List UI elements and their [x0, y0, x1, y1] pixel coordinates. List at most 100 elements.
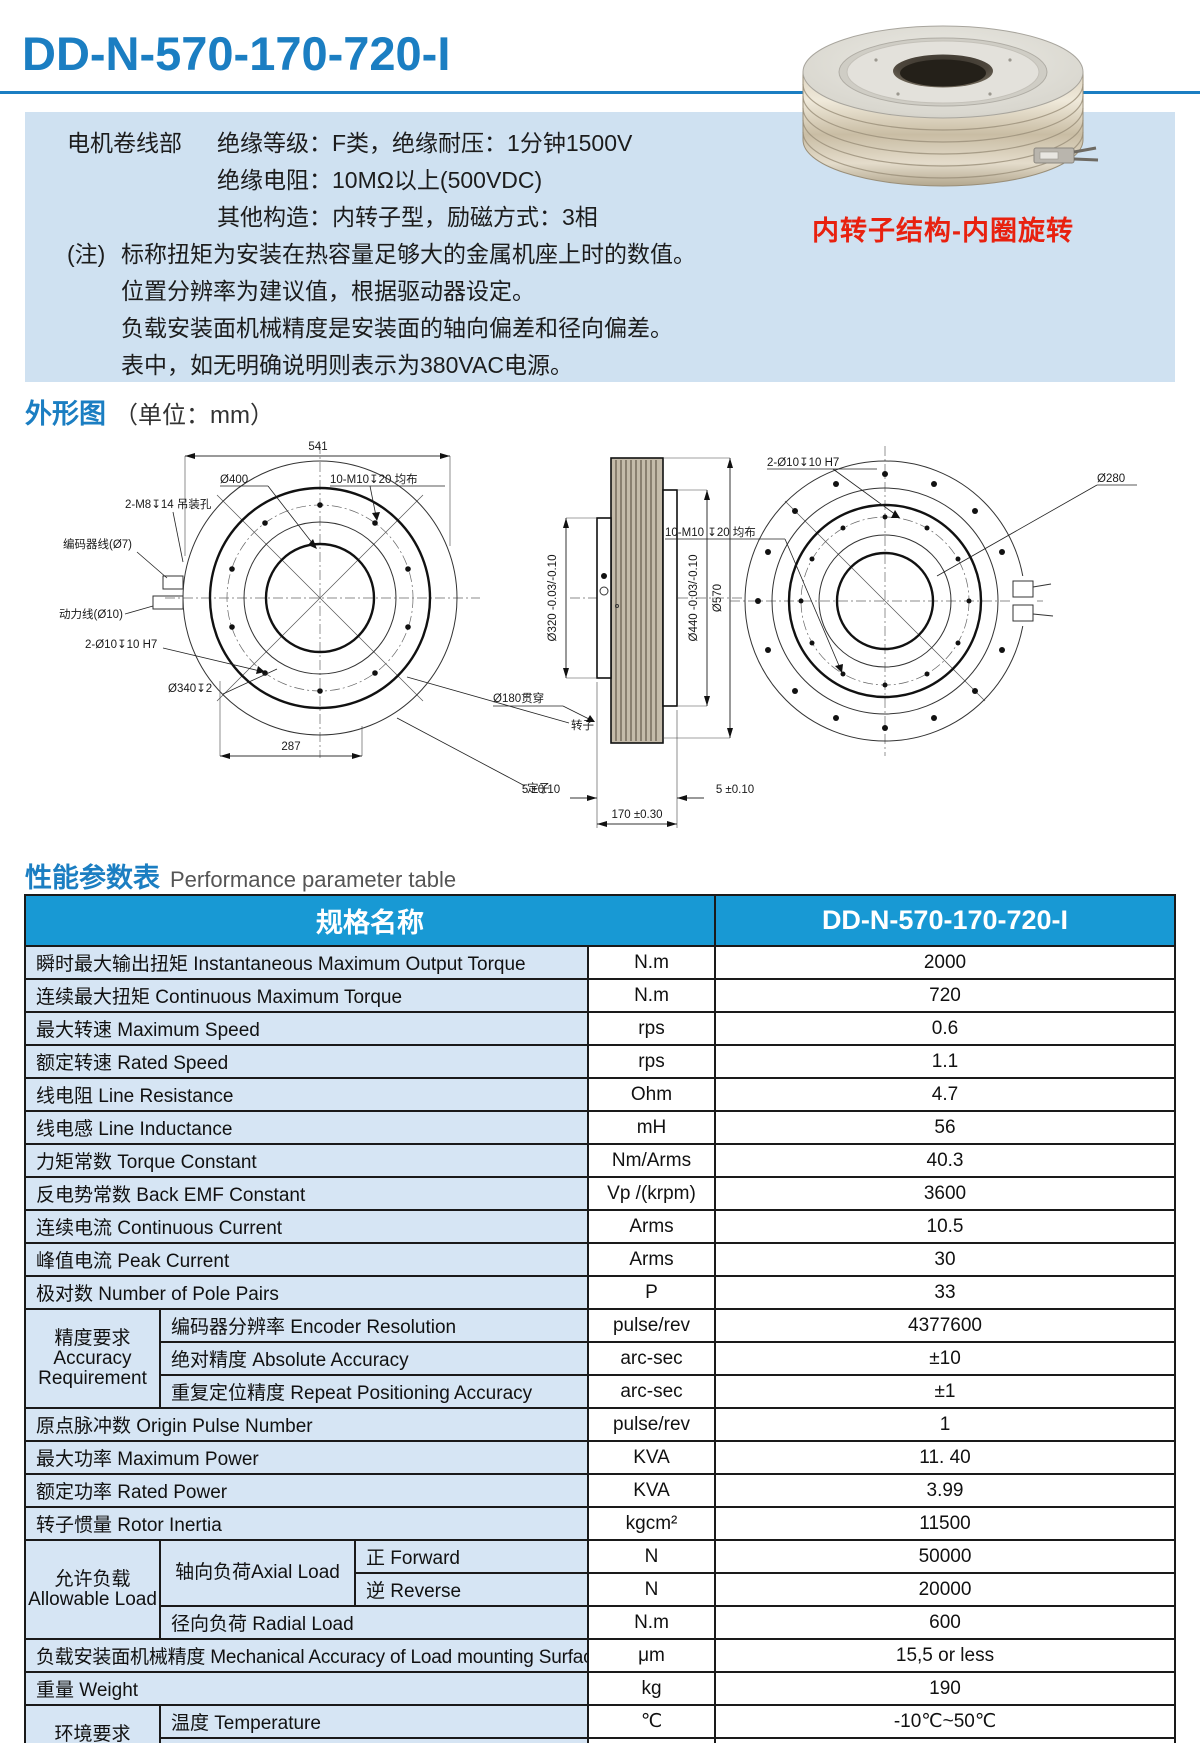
title-underline [0, 91, 1200, 94]
spec-row-unit: Nm/Arms [587, 1143, 716, 1178]
accuracy-group-en2: Requirement [38, 1367, 147, 1389]
spec-row-value: 11. 40 [714, 1440, 1176, 1475]
note-line-3: 负载安装面机械精度是安装面的轴向偏差和径向偏差。 [121, 315, 673, 341]
front-lifting-hole: 2-M8↧14 吊装孔 [125, 498, 212, 511]
info-note: (注) 标称扭矩为安装在热容量足够大的金属机座上时的数值。 位置分辨率为建议值，… [67, 236, 1157, 384]
table-row: 径向负荷 Radial Load N.m 600 [25, 1605, 1176, 1640]
spec-row-label: 编码器分辨率 Encoder Resolution [159, 1308, 589, 1343]
front-dim-287: 287 [281, 741, 300, 753]
spec-row-value: 2000 [714, 945, 1176, 980]
spec-row-unit: N.m [587, 945, 716, 980]
table-row: 连续最大扭矩 Continuous Maximum Torque N.m 720 [24, 978, 1176, 1013]
spec-row-value: 1.1 [714, 1044, 1176, 1079]
table-row: 原点脉冲数 Origin Pulse Number pulse/rev 1 [24, 1407, 1176, 1442]
spec-row-label: 负载安装面机械精度 Mechanical Accuracy of Load mo… [24, 1638, 589, 1673]
perf-title: 性能参数表 [25, 863, 160, 893]
axial-load-label: 轴向负荷Axial Load [159, 1539, 356, 1607]
spec-row-label: 连续最大扭矩 Continuous Maximum Torque [24, 978, 589, 1013]
spec-row-unit: Arms [587, 1209, 716, 1244]
rear-view: 2-Ø10↧10 H7 10-M10 ↧20 均布 Ø280 [665, 446, 1137, 756]
spec-row-value: 190 [714, 1671, 1176, 1706]
info-line1-label: 电机卷线部 [67, 130, 182, 156]
side-view: Ø320 -0.03/-0.10 Ø180贯穿 Ø440 -0.03/-0.10… [493, 457, 754, 828]
spec-row-label: 最大转速 Maximum Speed [24, 1011, 589, 1046]
rear-pin-holes: 2-Ø10↧10 H7 [767, 457, 839, 469]
spec-row-value: 1 [714, 1407, 1176, 1442]
spec-row-label: 湿度 Humidity [159, 1737, 589, 1743]
side-gap-right: 5 ±0.10 [716, 784, 754, 796]
spec-row-unit: rps [587, 1044, 716, 1079]
spec-row-unit: μm [587, 1638, 716, 1673]
rear-bolt-note: 10-M10 ↧20 均布 [665, 526, 756, 539]
table-row: 反电势常数 Back EMF Constant Vp /(krpm) 3600 [24, 1176, 1176, 1211]
front-pin-holes: 2-Ø10↧10 H7 [85, 639, 157, 651]
table-row: 转子惯量 Rotor Inertia kgcm² 11500 [24, 1506, 1176, 1541]
side-dia570: Ø570 [712, 584, 724, 612]
spec-row-unit: % [587, 1737, 716, 1743]
spec-row-unit: KVA [587, 1440, 716, 1475]
spec-row-label: 连续电流 Continuous Current [24, 1209, 589, 1244]
info-line-2: 绝缘电阻：10MΩ以上(500VDC) [217, 167, 543, 193]
spec-row-unit: Ohm [587, 1077, 716, 1112]
front-stator-label: 定子 [527, 781, 550, 795]
spec-row-unit: ℃ [587, 1704, 716, 1739]
spec-row-label: 峰值电流 Peak Current [24, 1242, 589, 1277]
front-power-cable: 动力线(Ø10) [59, 607, 123, 621]
perf-subtitle: Performance parameter table [170, 867, 457, 892]
table-header-row: 规格名称 DD-N-570-170-720-I [24, 894, 1176, 947]
table-row: 峰值电流 Peak Current Arms 30 [24, 1242, 1176, 1277]
table-row: 精度要求 Accuracy Requirement 编码器分辨率 Encoder… [24, 1308, 1176, 1409]
table-row: 最大功率 Maximum Power KVA 11. 40 [24, 1440, 1176, 1475]
rear-connector-b [1012, 604, 1034, 622]
table-row: 极对数 Number of Pole Pairs P 33 [24, 1275, 1176, 1310]
motor-product-image [802, 25, 1099, 187]
rear-inner-bolts [798, 514, 972, 688]
perf-section-heading: 性能参数表 Performance parameter table [25, 856, 1200, 893]
spec-row-label: 极对数 Number of Pole Pairs [24, 1275, 589, 1310]
spec-row-unit: arc-sec [587, 1341, 716, 1376]
spec-row-label: 重复定位精度 Repeat Positioning Accuracy [159, 1374, 589, 1409]
table-row: 逆 Reverse N 20000 [25, 1572, 1176, 1607]
front-bolt-note: 10-M10↧20 均布 [330, 473, 418, 486]
spec-row-value: 3600 [714, 1176, 1176, 1211]
spec-row-label: 原点脉冲数 Origin Pulse Number [24, 1407, 589, 1442]
table-row: 绝对精度 Absolute Accuracy arc-sec ±10 [25, 1341, 1176, 1376]
info-line-1: 电机卷线部 绝缘等级：F类，绝缘耐压：1分钟1500V [67, 125, 1157, 162]
side-dia180: Ø180贯穿 [493, 691, 544, 705]
table-row: 额定转速 Rated Speed rps 1.1 [24, 1044, 1176, 1079]
spec-row-unit: pulse/rev [587, 1407, 716, 1442]
spec-row-label: 正 Forward [354, 1539, 589, 1574]
spec-row-label: 温度 Temperature [159, 1704, 589, 1739]
front-encoder-cable: 编码器线(Ø7) [63, 537, 132, 551]
table-row: 重量 Weight kg 190 [24, 1671, 1176, 1706]
spec-row-unit: mH [587, 1110, 716, 1145]
side-dim-170: 170 ±0.30 [611, 809, 662, 821]
photo-caption: 内转子结构-内圈旋转 [812, 216, 1074, 246]
spec-name-header: 规格名称 [24, 894, 716, 947]
table-row: 湿度 Humidity%≤85% [25, 1737, 1176, 1743]
spec-row-value: 10.5 [714, 1209, 1176, 1244]
spec-row-unit: N [587, 1539, 716, 1574]
spec-row-value: 11500 [714, 1506, 1176, 1541]
side-gap-left: 5 ±0.10 [522, 784, 560, 796]
rear-outer-bolts [755, 471, 1005, 731]
outline-title: 外形图 [25, 399, 106, 429]
side-dia440: Ø440 -0.03/-0.10 [688, 555, 700, 642]
page-title: DD-N-570-170-720-I [22, 27, 451, 80]
spec-row-value: ±10 [714, 1341, 1176, 1376]
front-view: 541 Ø400 10-M10↧20 均布 2-M8↧14 吊装孔 编码器线(Ø… [59, 441, 594, 795]
spec-row-value: ≤85% [714, 1737, 1176, 1743]
spec-row-unit: kgcm² [587, 1506, 716, 1541]
table-row: 力矩常数 Torque Constant Nm/Arms 40.3 [24, 1143, 1176, 1178]
table-row: 额定功率 Rated Power KVA 3.99 [24, 1473, 1176, 1508]
power-connector [152, 595, 184, 610]
env-group-zh: 环境要求 [54, 1723, 131, 1743]
outline-drawing-svg: 541 Ø400 10-M10↧20 均布 2-M8↧14 吊装孔 编码器线(Ø… [59, 441, 1137, 828]
spec-row-label: 额定转速 Rated Speed [24, 1044, 589, 1079]
info-line-3: 其他构造：内转子型，励磁方式：3相 [217, 204, 598, 230]
spec-row-unit: Vp /(krpm) [587, 1176, 716, 1211]
front-dim-541: 541 [308, 441, 327, 453]
rear-dia280: Ø280 [1097, 473, 1125, 485]
outline-unit-note: （单位：mm） [114, 402, 274, 429]
spec-row-unit: Arms [587, 1242, 716, 1277]
